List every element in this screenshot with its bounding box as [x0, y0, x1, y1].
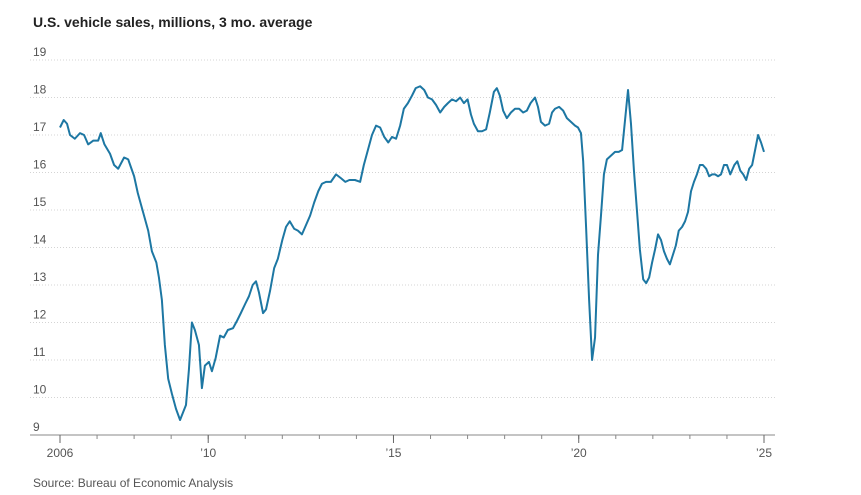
y-tick-label: 16 [33, 158, 47, 172]
y-tick-label: 14 [33, 233, 47, 247]
x-tick-label: ’10 [200, 446, 216, 460]
y-tick-label: 10 [33, 383, 47, 397]
line [59, 85, 765, 421]
y-tick-label: 18 [33, 83, 47, 97]
y-tick-label: 11 [33, 345, 46, 359]
x-tick-label: ’15 [385, 446, 401, 460]
chart-title: U.S. vehicle sales, millions, 3 mo. aver… [33, 14, 313, 30]
y-tick-label: 19 [33, 45, 47, 59]
x-tick-label: 2006 [47, 446, 74, 460]
x-tick-label: ’25 [756, 446, 772, 460]
y-tick-label: 17 [33, 120, 47, 134]
y-tick-label: 13 [33, 270, 47, 284]
y-tick-label: 9 [33, 420, 40, 434]
y-tick-label: 12 [33, 308, 47, 322]
source: Source: Bureau of Economic Analysis [33, 476, 233, 490]
y-tick-label: 15 [33, 195, 47, 209]
x-tick-label: ’20 [571, 446, 587, 460]
